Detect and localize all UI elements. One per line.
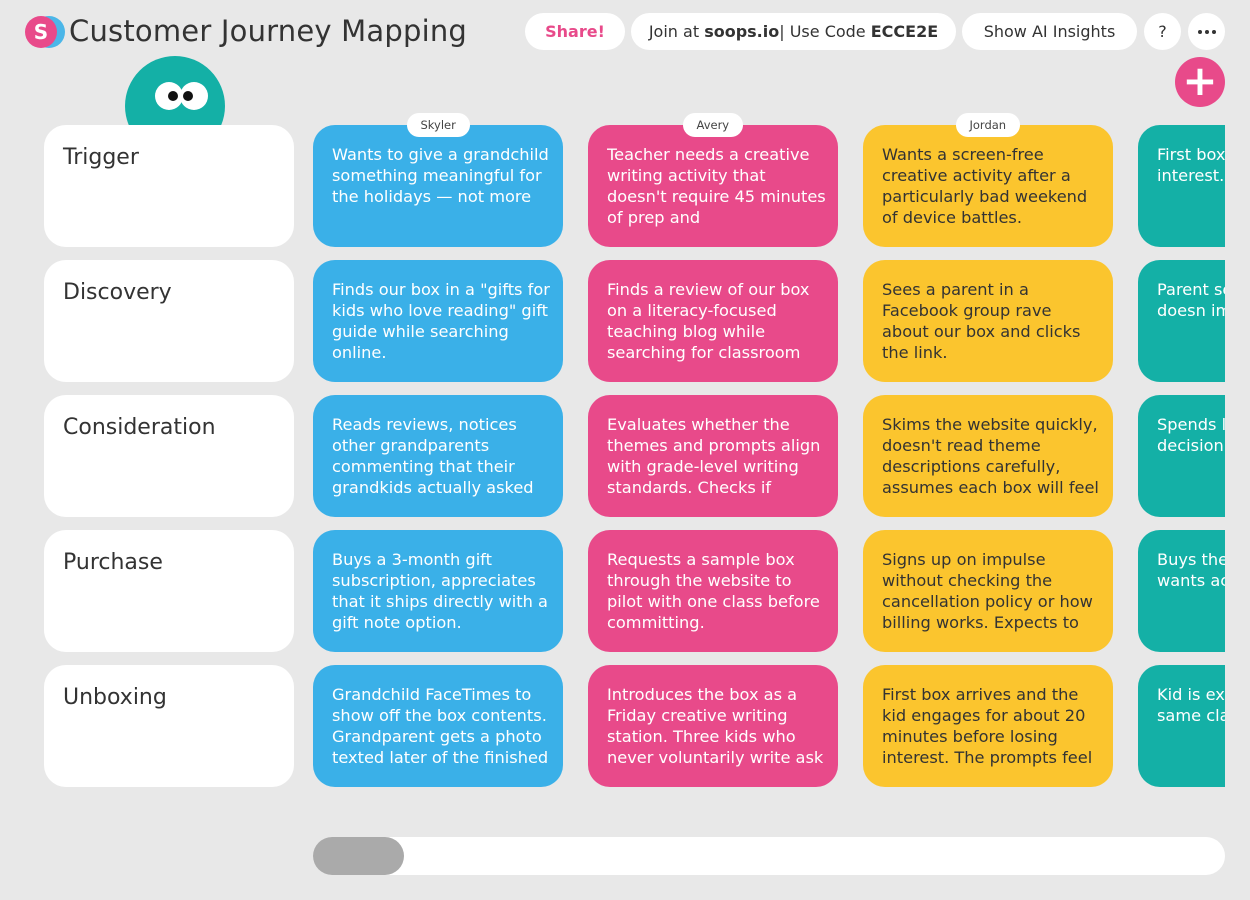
journey-card-text: Parent se for the b — doesn immedia bbox=[1157, 280, 1225, 320]
journey-card-text: Skims the website quickly, doesn't read … bbox=[882, 415, 1099, 497]
journey-card[interactable]: Buys the rather th — wants actually u bbox=[1138, 530, 1225, 652]
persona-name-tag[interactable]: Skyler bbox=[406, 113, 470, 137]
scrollbar-thumb[interactable] bbox=[313, 837, 404, 875]
add-persona-button[interactable]: + bbox=[1175, 57, 1225, 107]
journey-card[interactable]: First box kid enga minutes interest. bbox=[1138, 125, 1225, 247]
journey-card[interactable]: Spends l evaluatin decision made. C bbox=[1138, 395, 1225, 517]
join-code: ECCE2E bbox=[870, 22, 939, 41]
journey-card-text: Reads reviews, notices other grandparent… bbox=[332, 415, 534, 497]
dot-icon bbox=[1204, 29, 1209, 34]
journey-card[interactable]: Buys a 3-month gift subscription, apprec… bbox=[313, 530, 563, 652]
journey-card-text: Buys a 3-month gift subscription, apprec… bbox=[332, 550, 548, 632]
dot-icon bbox=[1211, 29, 1216, 34]
page-title: Customer Journey Mapping bbox=[69, 14, 468, 48]
journey-card[interactable]: Skims the website quickly, doesn't read … bbox=[863, 395, 1113, 517]
journey-card-text: Wants a screen-free creative activity af… bbox=[882, 145, 1088, 227]
journey-card-text: Finds our box in a "gifts for kids who l… bbox=[332, 280, 550, 362]
mascot-eye bbox=[180, 82, 208, 110]
journey-card-text: Evaluates whether the themes and prompts… bbox=[607, 415, 821, 497]
join-prefix: Join at bbox=[648, 22, 700, 41]
horizontal-scrollbar[interactable] bbox=[313, 837, 1225, 875]
journey-card-text: Introduces the box as a Friday creative … bbox=[607, 685, 824, 767]
journey-card[interactable]: Sees a parent in a Facebook group rave a… bbox=[863, 260, 1113, 382]
journey-card-text: First box kid enga minutes interest. bbox=[1157, 145, 1225, 185]
journey-card[interactable]: Wants a screen-free creative activity af… bbox=[863, 125, 1113, 247]
journey-card-text: Wants to give a grandchild something mea… bbox=[332, 145, 549, 206]
help-button[interactable]: ? bbox=[1144, 13, 1181, 50]
journey-card-text: Signs up on impulse without checking the… bbox=[882, 550, 1093, 632]
soops-logo[interactable]: S bbox=[25, 16, 65, 48]
more-options-button[interactable] bbox=[1188, 13, 1225, 50]
journey-card[interactable]: Wants to give a grandchild something mea… bbox=[313, 125, 563, 247]
logo-letter: S bbox=[33, 20, 49, 44]
mascot-eye bbox=[155, 82, 183, 110]
join-code-button[interactable]: Join at soops.io | Use Code ECCE2E bbox=[631, 13, 956, 50]
persona-name-tag[interactable]: Jordan bbox=[955, 113, 1021, 137]
journey-card[interactable]: Requests a sample box through the websit… bbox=[588, 530, 838, 652]
journey-card-text: Finds a review of our box on a literacy-… bbox=[607, 280, 810, 362]
journey-card[interactable]: Grandchild FaceTimes to show off the box… bbox=[313, 665, 563, 787]
journey-card-text: Spends l evaluatin decision made. C bbox=[1157, 415, 1225, 455]
journey-card[interactable]: Signs up on impulse without checking the… bbox=[863, 530, 1113, 652]
journey-card-text: Grandchild FaceTimes to show off the box… bbox=[332, 685, 549, 767]
dot-icon bbox=[1197, 29, 1202, 34]
top-bar: S Customer Journey Mapping Share! Join a… bbox=[0, 0, 1250, 64]
journey-card[interactable]: First box arrives and the kid engages fo… bbox=[863, 665, 1113, 787]
journey-card[interactable]: Evaluates whether the themes and prompts… bbox=[588, 395, 838, 517]
journey-card[interactable]: Finds our box in a "gifts for kids who l… bbox=[313, 260, 563, 382]
join-site: soops.io bbox=[704, 22, 780, 41]
journey-card-text: Sees a parent in a Facebook group rave a… bbox=[882, 280, 1081, 362]
join-mid: | Use Code bbox=[779, 22, 866, 41]
journey-board: Wants to give a grandchild something mea… bbox=[313, 113, 1225, 787]
journey-card[interactable]: Finds a review of our box on a literacy-… bbox=[588, 260, 838, 382]
journey-card-text: Teacher needs a creative writing activit… bbox=[607, 145, 826, 227]
journey-card[interactable]: Introduces the box as a Friday creative … bbox=[588, 665, 838, 787]
stage-label-trigger[interactable]: Trigger bbox=[44, 125, 294, 247]
stage-label-consideration[interactable]: Consideration bbox=[44, 395, 294, 517]
journey-card[interactable]: Kid is exc more inte the same classmat bbox=[1138, 665, 1225, 787]
show-ai-insights-button[interactable]: Show AI Insights bbox=[962, 13, 1137, 50]
persona-name-tag[interactable]: Avery bbox=[682, 113, 744, 137]
journey-card-text: Requests a sample box through the websit… bbox=[607, 550, 820, 632]
journey-card-text: First box arrives and the kid engages fo… bbox=[882, 685, 1093, 767]
journey-card[interactable]: Parent se for the b — doesn immedia bbox=[1138, 260, 1225, 382]
share-button[interactable]: Share! bbox=[525, 13, 625, 50]
stage-label-purchase[interactable]: Purchase bbox=[44, 530, 294, 652]
journey-card[interactable]: Reads reviews, notices other grandparent… bbox=[313, 395, 563, 517]
journey-card-text: Buys the rather th — wants actually u bbox=[1157, 550, 1225, 590]
stage-label-unboxing[interactable]: Unboxing bbox=[44, 665, 294, 787]
journey-card-text: Kid is exc more inte the same classmat bbox=[1157, 685, 1225, 725]
journey-card[interactable]: Teacher needs a creative writing activit… bbox=[588, 125, 838, 247]
stage-label-discovery[interactable]: Discovery bbox=[44, 260, 294, 382]
